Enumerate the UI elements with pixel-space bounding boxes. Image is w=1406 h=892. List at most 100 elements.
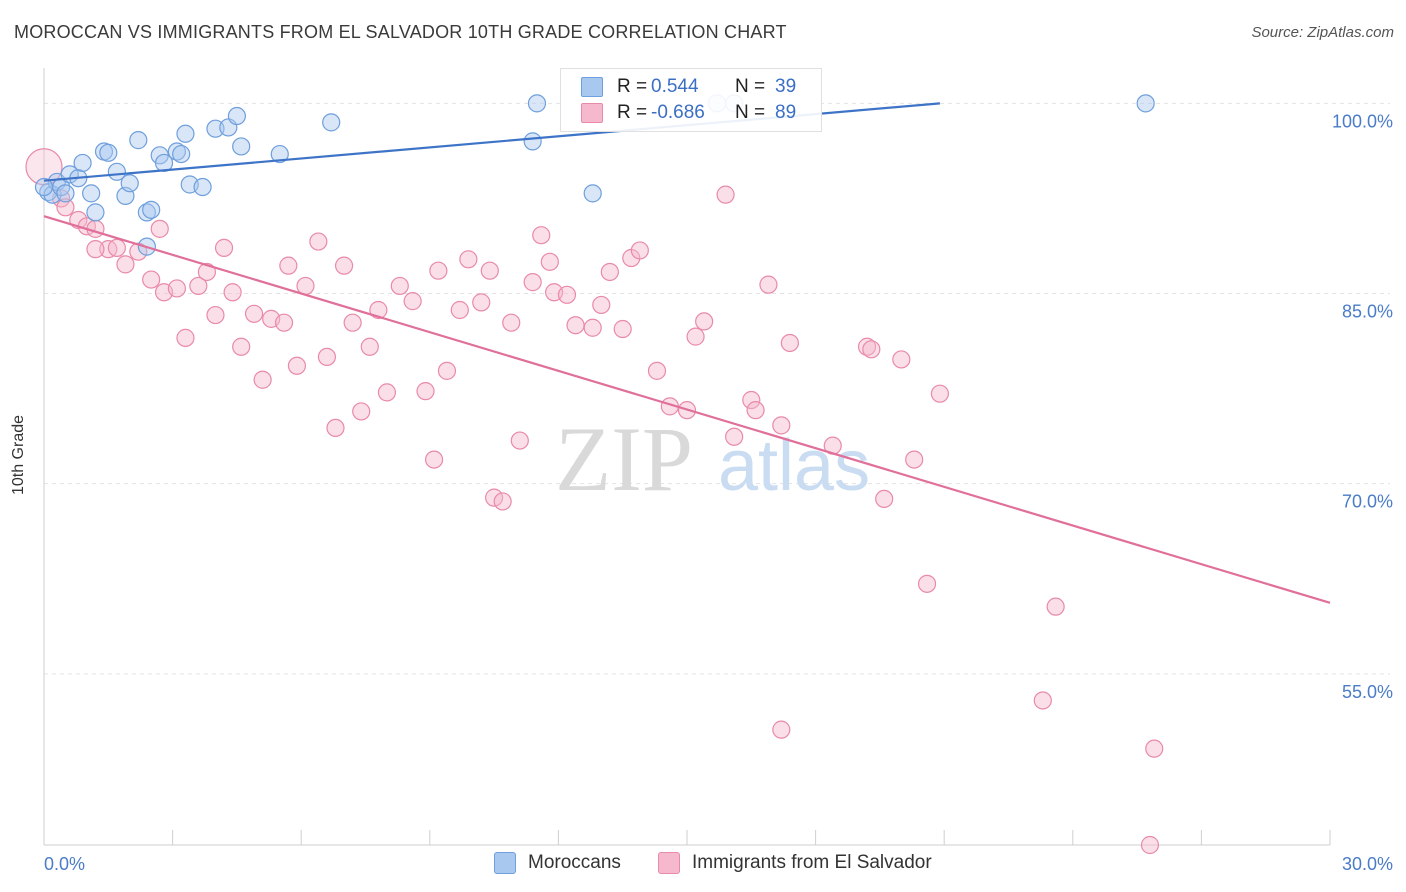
data-point	[206, 305, 225, 325]
data-point	[326, 418, 345, 438]
data-point	[309, 232, 328, 251]
data-point	[377, 383, 397, 402]
watermark-atlas: atlas	[718, 426, 870, 506]
data-point	[369, 300, 388, 320]
data-point	[780, 333, 799, 353]
y-tick-label: 100.0%	[1332, 111, 1393, 131]
y-tick-label: 70.0%	[1342, 492, 1393, 512]
data-point	[772, 720, 791, 739]
data-point	[287, 356, 307, 375]
legend-n-value: 39	[775, 76, 797, 97]
legend-n-label: N =	[735, 76, 766, 97]
trend-line-salvador	[43, 215, 1331, 604]
axes	[43, 68, 1331, 846]
data-point	[1046, 597, 1065, 616]
legend-r-value: -0.686	[651, 102, 705, 123]
source-label: Source: ZipAtlas.com	[1251, 24, 1394, 41]
data-point	[253, 370, 272, 389]
legend-r-value: 0.544	[651, 76, 699, 97]
tick-labels: 100.0% 85.0% 70.0% 55.0% 0.0% 30.0%	[44, 111, 1393, 874]
legend-swatch-salvador	[658, 852, 680, 874]
data-point	[583, 184, 602, 203]
data-point	[176, 328, 195, 347]
legend-n-value: 89	[775, 102, 797, 123]
data-point	[107, 238, 126, 257]
data-point	[403, 292, 422, 311]
data-point	[189, 276, 208, 296]
data-point	[613, 319, 632, 339]
data-point	[99, 143, 118, 162]
data-point	[270, 144, 289, 164]
data-point	[424, 450, 444, 469]
legend-label-moroccans: Moroccans	[528, 852, 621, 873]
data-point	[142, 270, 161, 289]
data-point	[686, 327, 705, 346]
legend-n-label: N =	[735, 102, 766, 123]
data-point	[493, 492, 512, 511]
data-point	[1033, 691, 1052, 710]
data-point	[317, 347, 337, 367]
data-point	[279, 256, 298, 275]
legend-item-moroccans[interactable]: Moroccans	[494, 852, 621, 874]
data-point	[510, 431, 529, 450]
y-tick-label: 85.0%	[1342, 302, 1393, 322]
series-legend: Moroccans Immigrants from El Salvador	[0, 852, 1406, 876]
data-point	[129, 131, 148, 150]
legend-r-label: R =	[617, 76, 648, 97]
legend-swatch-moroccans	[581, 77, 603, 97]
data-point	[296, 276, 315, 296]
data-point	[116, 255, 135, 274]
data-point	[450, 300, 469, 320]
data-point	[120, 174, 139, 193]
data-point	[150, 219, 169, 238]
data-point	[523, 132, 542, 151]
legend-label-salvador: Immigrants from El Salvador	[692, 852, 932, 873]
data-point	[56, 184, 75, 203]
data-point	[176, 124, 195, 143]
data-point	[459, 250, 478, 269]
legend-r-label: R =	[617, 102, 648, 123]
data-point	[502, 313, 521, 332]
data-point	[360, 337, 379, 356]
data-point	[725, 427, 744, 446]
data-point	[472, 293, 491, 312]
data-point	[352, 402, 371, 421]
data-point	[532, 226, 551, 245]
data-point	[244, 304, 264, 323]
data-point	[274, 313, 294, 332]
data-point	[905, 450, 924, 469]
data-point	[557, 285, 577, 304]
legend-item-salvador[interactable]: Immigrants from El Salvador	[658, 852, 932, 874]
legend-swatch-salvador	[581, 103, 603, 123]
data-point	[73, 153, 92, 173]
data-point	[875, 489, 894, 508]
data-point	[746, 401, 765, 420]
data-point	[630, 241, 649, 260]
legend-row-moroccans: R = 0.544 N = 39	[581, 75, 796, 99]
data-point	[647, 361, 667, 380]
data-point	[129, 242, 148, 261]
data-point	[197, 262, 216, 282]
legend-swatch-moroccans	[494, 852, 516, 874]
data-point	[527, 94, 547, 113]
correlation-legend: R = 0.544 N = 39 R = -0.686 N = 89	[560, 68, 822, 132]
data-point	[540, 252, 559, 271]
watermark-zip: ZIP	[555, 408, 693, 510]
data-point	[759, 275, 778, 294]
data-point	[142, 200, 161, 219]
y-tick-label: 55.0%	[1342, 682, 1393, 702]
data-point	[1140, 835, 1160, 855]
chart-title: MOROCCAN VS IMMIGRANTS FROM EL SALVADOR …	[14, 22, 787, 42]
data-point	[480, 261, 499, 280]
data-point	[232, 137, 251, 156]
data-point	[390, 276, 409, 296]
data-point	[107, 162, 126, 181]
data-point	[334, 256, 354, 275]
data-point	[86, 240, 105, 259]
data-point	[930, 384, 950, 403]
data-point	[232, 337, 251, 356]
data-point	[583, 318, 602, 337]
data-point	[1136, 94, 1155, 113]
data-point	[214, 238, 234, 257]
